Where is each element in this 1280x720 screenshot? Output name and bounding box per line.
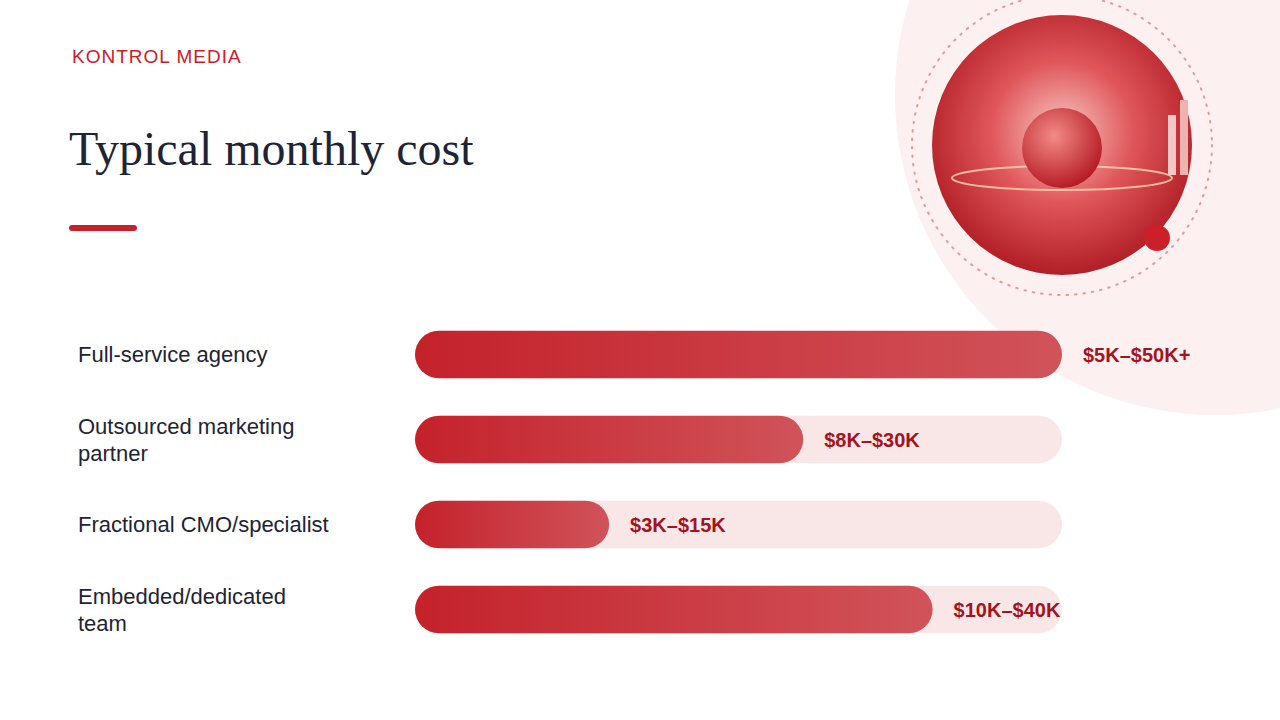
tick: Full-service agency [78,342,415,367]
label-line: Outsourced marketing [78,414,294,439]
data-label: $8K–$30K [824,429,920,451]
slide: KONTROL MEDIA Typical monthly cost $5K–$50… [0,0,1280,720]
title-underline [69,225,137,231]
tick: Embedded/dedicatedteam [78,584,415,636]
category-label: Full-service agency [78,342,268,367]
bars [415,331,1062,634]
y-axis: Full-service agency Outsourced marketingp… [78,313,416,653]
brand: KONTROL MEDIA [72,46,242,67]
data-label: $10K–$40K [954,599,1061,621]
deco-column [1180,100,1188,175]
label-line: team [78,611,127,636]
bar [415,501,609,549]
range-track [415,331,1062,379]
tracks [415,331,1062,634]
data-label: $5K–$50K+ [1083,344,1190,366]
tick: Fractional CMO/specialist [78,512,415,537]
data-label: $3K–$15K [630,514,726,536]
category-label: Outsourced marketingpartner [78,414,294,466]
globe [1022,108,1102,188]
image-circle [932,15,1192,275]
label-line: Full-service agency [78,342,268,367]
accent-dot [1144,225,1170,251]
deco-column [1168,115,1176,175]
range-track [415,416,1062,464]
dotted-ring [912,0,1212,295]
tick: Outsourced marketingpartner [78,414,415,466]
label-line: Embedded/dedicated [78,584,286,609]
label-line: partner [78,441,148,466]
bar [415,586,933,634]
bar [415,416,803,464]
bar [415,331,1062,379]
axis-line [415,313,416,653]
range-track [415,586,1062,634]
range-track [415,501,1062,549]
category-label: Embedded/dedicatedteam [78,584,286,636]
title: Typical monthly cost [69,122,474,175]
label-line: Fractional CMO/specialist [78,512,329,537]
data-labels: $5K–$50K+ $8K–$30K $3K–$15K $10K–$40K [630,344,1190,621]
category-label: Fractional CMO/specialist [78,512,329,537]
